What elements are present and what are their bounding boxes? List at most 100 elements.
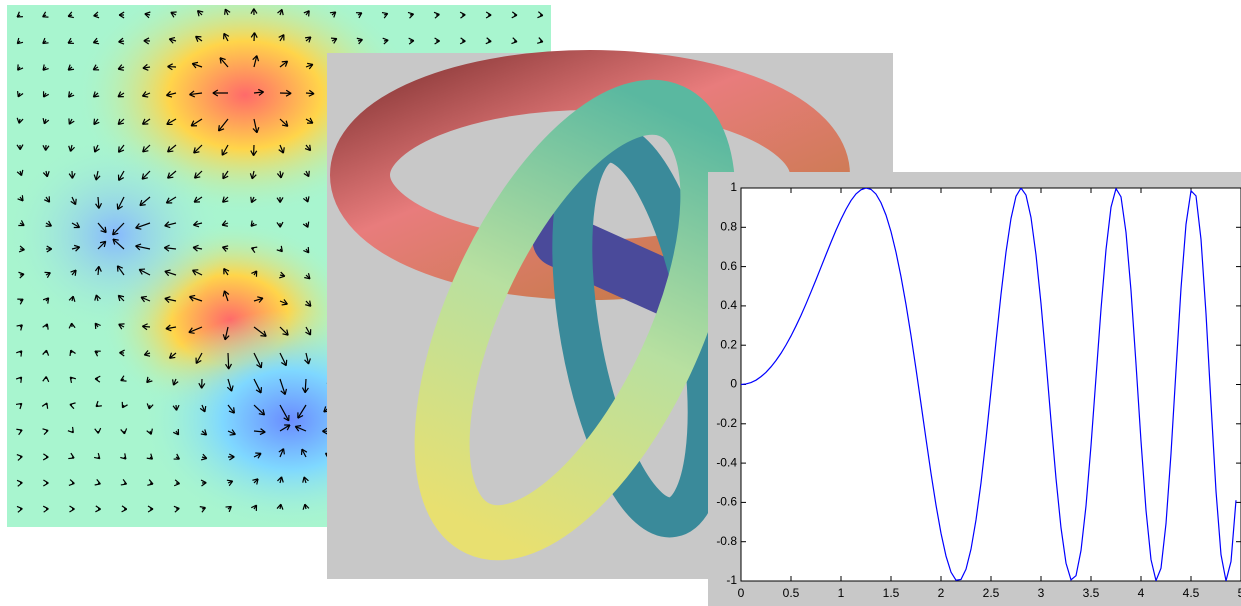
arrow-head [42, 118, 50, 125]
arrow-head [168, 352, 176, 359]
arrow-head [141, 118, 149, 125]
arrow-head [116, 203, 123, 210]
arrow-head [281, 60, 289, 67]
arrow-head [118, 11, 125, 19]
arrow-head [195, 35, 202, 42]
arrow-head [42, 376, 50, 383]
arrow [279, 404, 290, 422]
x-tick-label: 5 [1238, 586, 1241, 600]
y-tick-label: 0.2 [720, 337, 737, 351]
x-tick-label: 4 [1138, 586, 1145, 600]
arrow [169, 352, 177, 359]
arrow-head [277, 476, 284, 483]
arrow [301, 448, 307, 458]
arrow-head [276, 245, 283, 253]
arrow-head [356, 37, 363, 45]
arrow-head [112, 238, 119, 245]
arrow-head [408, 37, 415, 45]
arrow-head [167, 146, 174, 153]
arrow-head [260, 330, 267, 337]
arrow-head [304, 36, 312, 43]
arrow [97, 240, 107, 250]
arrow-head [173, 505, 180, 513]
arrow-head [142, 323, 148, 331]
arrow [279, 60, 288, 68]
arrow-head [164, 269, 171, 277]
arrow-head [226, 385, 234, 392]
y-tick-label: -0.6 [716, 495, 737, 509]
arrow-head [69, 402, 76, 410]
arrow [279, 34, 285, 42]
arrow [218, 118, 229, 132]
arrow-head [121, 401, 128, 409]
arrow-head [17, 195, 24, 202]
arrow [71, 222, 80, 229]
arrow-head [170, 11, 177, 18]
arrow-head [255, 452, 262, 459]
arrow-head [196, 10, 204, 17]
arrow-head [95, 202, 103, 209]
arrow-head [117, 91, 124, 98]
arrow-head [68, 322, 76, 329]
arrow-head [258, 409, 266, 416]
y-tick-label: 0.8 [720, 219, 737, 233]
arrow-head [141, 173, 148, 180]
arrow-head [188, 294, 196, 302]
arrow-head [67, 426, 74, 434]
arrow-head [94, 294, 101, 301]
arrow [201, 404, 206, 413]
arrow [305, 326, 312, 336]
arrow-head [223, 32, 230, 40]
arrow-head [93, 452, 101, 460]
arrow-head [42, 505, 49, 513]
arrow-head [146, 403, 154, 410]
arrow [297, 404, 307, 419]
arrow [227, 404, 235, 414]
arrow-head [303, 246, 310, 254]
arrow-head [92, 37, 100, 45]
arrow-head [144, 11, 151, 19]
arrow-head [118, 323, 125, 330]
arrow-head [276, 172, 284, 179]
y-tick-label: -0.8 [716, 534, 737, 548]
arrow [227, 352, 230, 370]
line-figure: -1 -0.8 -0.6 -0.4 -0.2 0 0.2 0.4 0.6 0.8 1 0 0.5 1 1.5… [708, 172, 1241, 606]
arrow-head [258, 88, 264, 96]
arrow-head [297, 412, 304, 419]
arrow-head [329, 11, 337, 18]
arrow-head [16, 324, 23, 331]
arrow-head [16, 11, 23, 18]
arrow-head [249, 173, 257, 180]
arrow-head [120, 453, 127, 460]
arrow-head [172, 404, 180, 411]
arrow [118, 144, 125, 153]
arrow-head [222, 172, 229, 180]
arrow-head [302, 221, 310, 228]
arrow-head [285, 89, 292, 97]
arrow-head [16, 37, 24, 45]
x-tick-label: 3.5 [1083, 586, 1100, 600]
arrow-head [143, 37, 150, 45]
arrow-head [94, 427, 102, 434]
arrow-head [302, 476, 309, 483]
arrow [279, 424, 291, 432]
arrow-head [135, 243, 142, 251]
arrow-head [485, 37, 492, 45]
arrow [189, 92, 203, 96]
arrow-head [165, 324, 172, 332]
arrow-head [73, 244, 81, 252]
arrow-head [94, 265, 102, 272]
arrow [97, 196, 100, 209]
arrow-head [281, 299, 288, 306]
arrow-head [190, 120, 198, 127]
arrow [164, 222, 177, 227]
arrow-head [355, 12, 363, 19]
arrow [192, 62, 203, 68]
arrow-head [284, 424, 291, 431]
arrow [295, 425, 307, 432]
arrow [279, 300, 288, 305]
arrow-head [192, 244, 199, 252]
arrow-head [93, 11, 100, 19]
arrow-head [118, 37, 125, 45]
arrow-head [42, 145, 50, 151]
